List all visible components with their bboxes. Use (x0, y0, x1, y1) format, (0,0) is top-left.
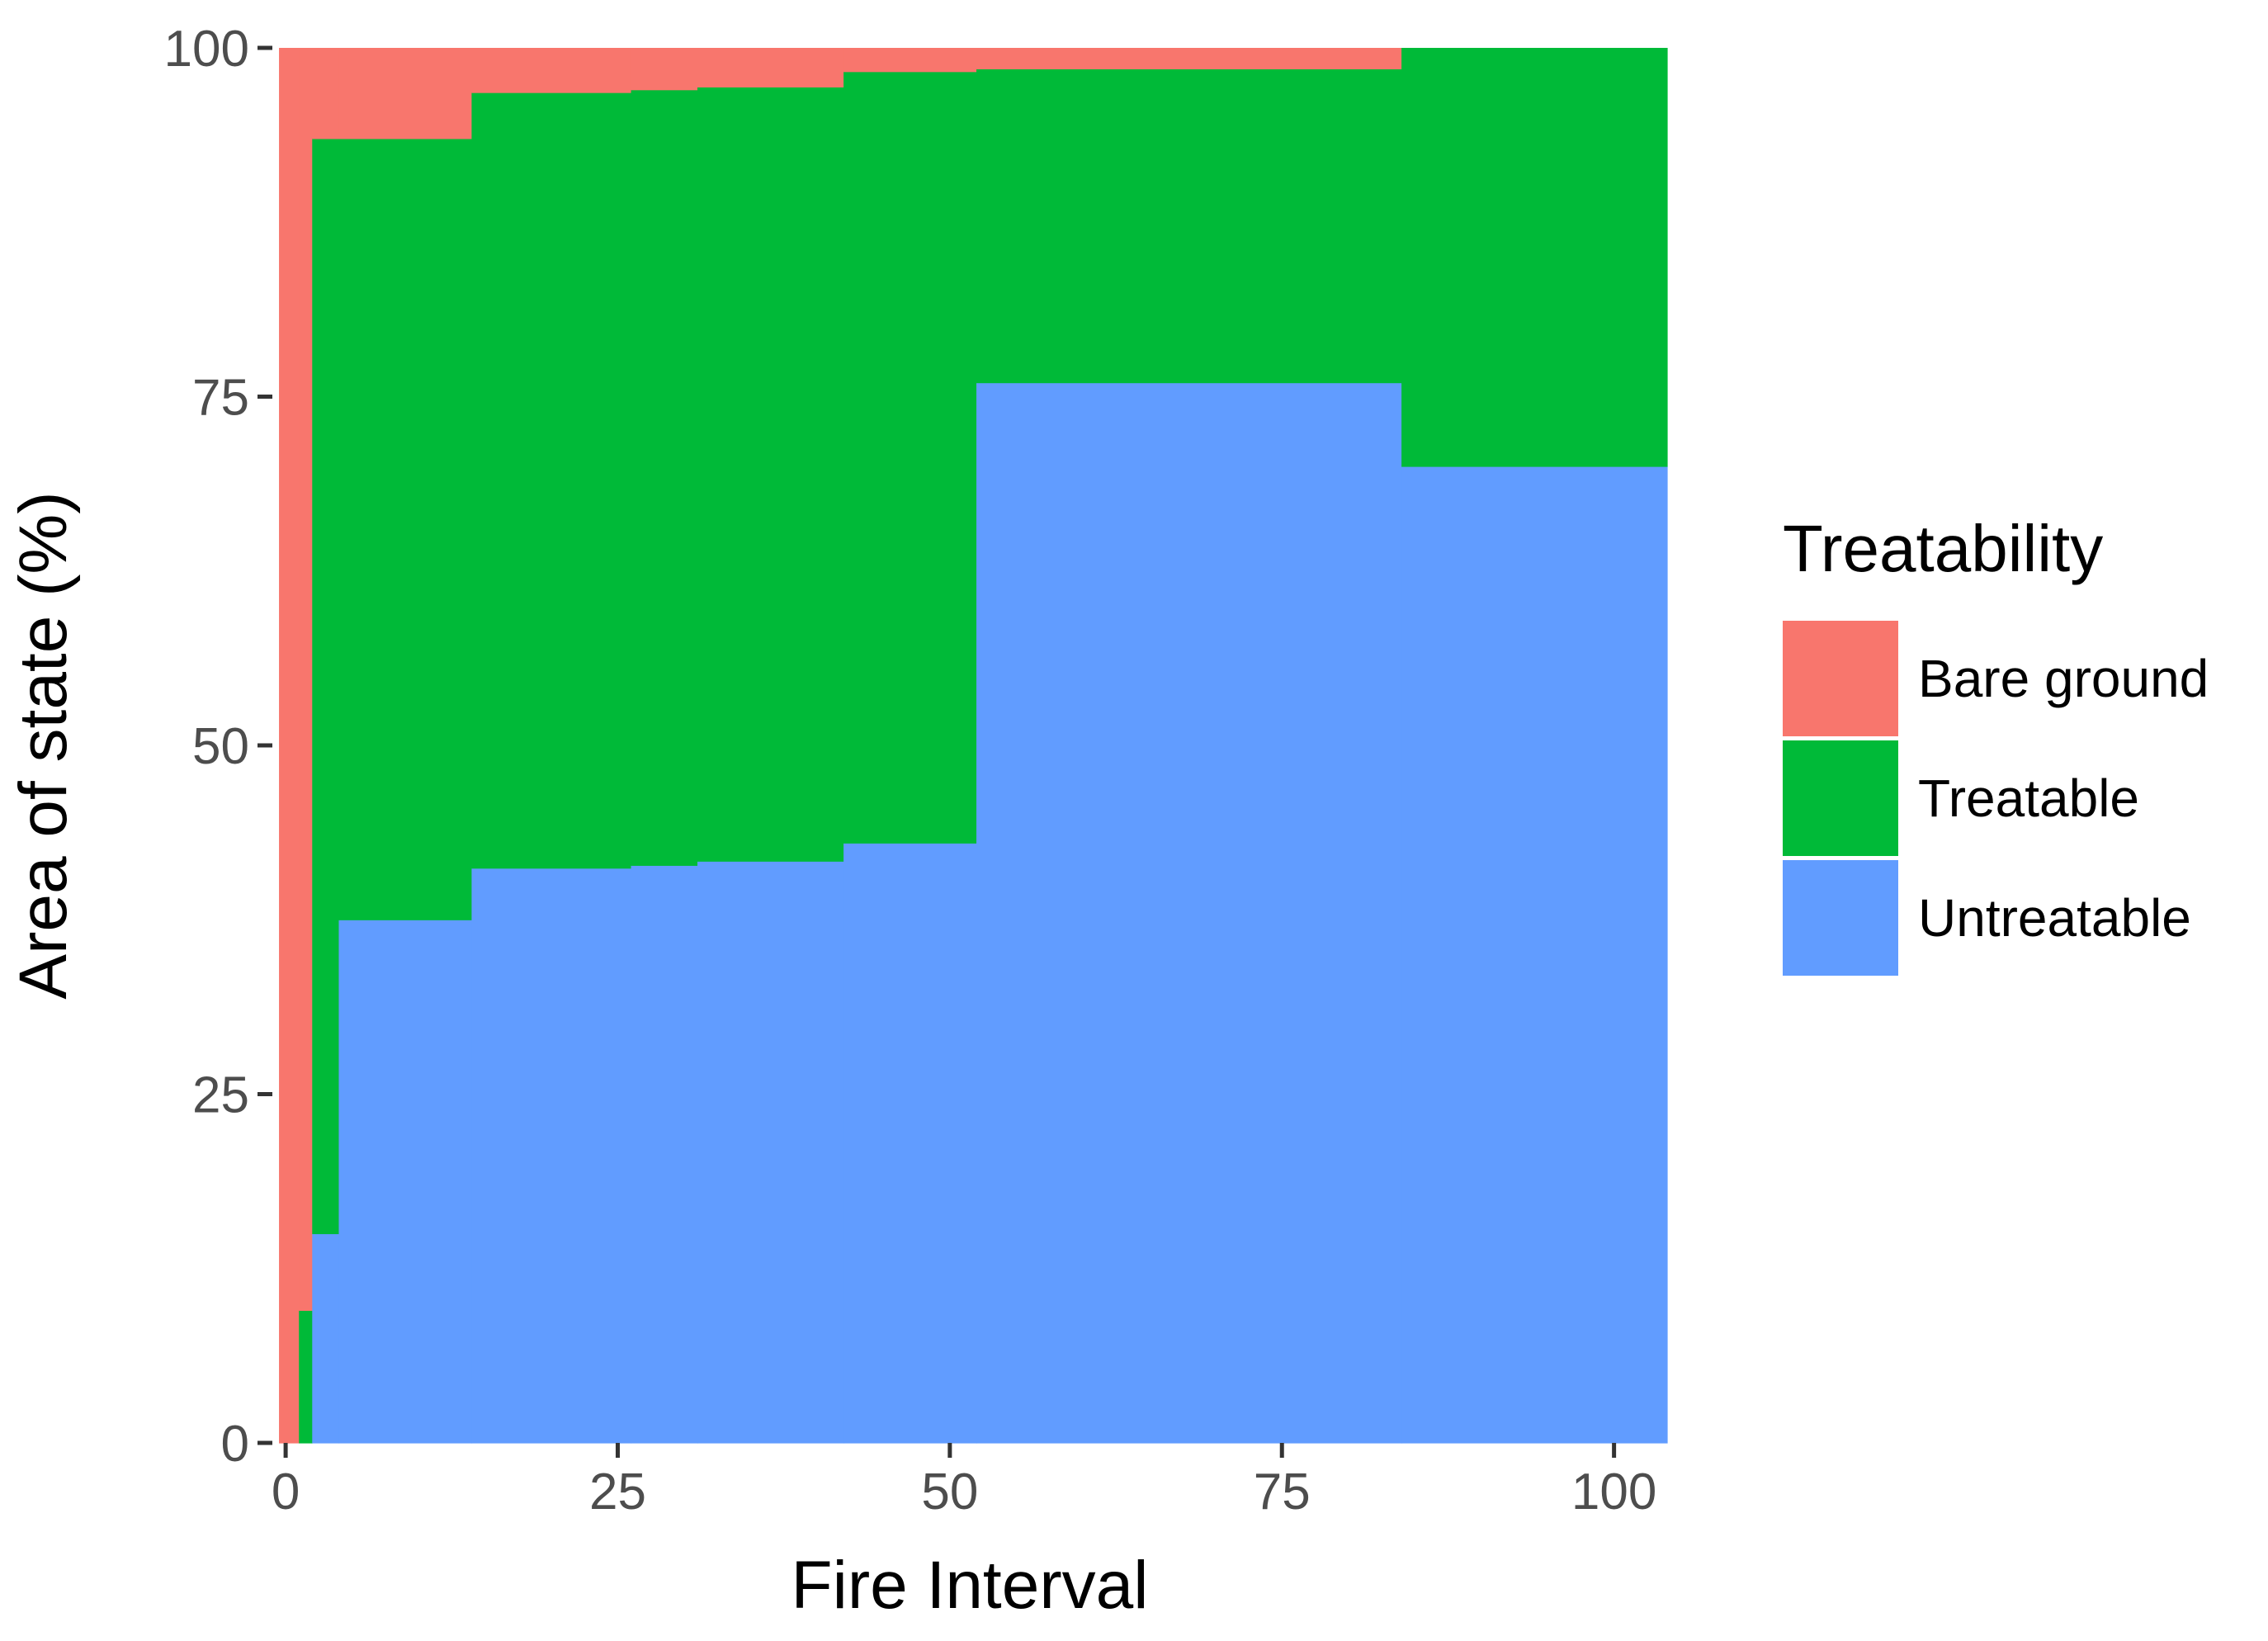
legend: Treatability Bare ground Treatable Untreat… (1783, 512, 2209, 976)
area-segment-bare-ground (843, 48, 977, 73)
legend-key-bare-ground (1783, 621, 1898, 736)
legend-title: Treatability (1783, 512, 2103, 585)
area-segment-bare-ground (976, 48, 1402, 69)
y-tick-label: 25 (192, 1067, 249, 1124)
area-segment-untreatable (312, 1233, 340, 1444)
y-tick-label: 100 (164, 21, 249, 78)
area-segment-untreatable (631, 865, 698, 1444)
area-segment-bare-ground (338, 48, 473, 140)
area-segment-treatable (843, 71, 977, 844)
area-segment-untreatable (1401, 466, 1668, 1444)
x-tick-label: 0 (272, 1464, 300, 1520)
area-segment-bare-ground (697, 48, 844, 87)
area-segment-treatable (631, 89, 698, 866)
area-segment-treatable (1401, 48, 1668, 467)
legend-key-treatable (1783, 740, 1898, 856)
legend-label-untreatable: Untreatable (1918, 888, 2191, 948)
plot-panel (279, 48, 1668, 1444)
area-segment-treatable (338, 138, 473, 920)
area-segment-treatable (299, 1310, 313, 1444)
legend-key-untreatable (1783, 860, 1898, 976)
area-segment-treatable (471, 92, 632, 869)
legend-label-bare-ground: Bare ground (1918, 649, 2209, 708)
area-segment-untreatable (843, 843, 977, 1444)
x-tick-label: 75 (1254, 1464, 1311, 1520)
x-tick-label: 100 (1571, 1464, 1656, 1520)
y-tick-label: 0 (221, 1416, 249, 1473)
area-segment-bare-ground (299, 48, 313, 1312)
area-segment-bare-ground (471, 48, 632, 93)
area-segment-treatable (312, 138, 340, 1235)
area-segment-untreatable (471, 868, 632, 1444)
area-segment-bare-ground (312, 48, 340, 140)
y-axis-title: Area of state (%) (6, 491, 81, 999)
area-segment-treatable (976, 69, 1402, 384)
area-segment-untreatable (338, 920, 473, 1444)
area-segment-treatable (697, 87, 844, 862)
x-tick-label: 50 (921, 1464, 978, 1520)
axes: 0 25 50 75 100 0 25 50 75 100 (164, 21, 1657, 1520)
area-segment-bare-ground (631, 48, 698, 91)
area-segment-untreatable (697, 861, 844, 1444)
y-tick-label: 75 (192, 370, 249, 427)
legend-label-treatable: Treatable (1918, 768, 2139, 828)
area-segment-untreatable (976, 382, 1402, 1444)
x-tick-label: 25 (589, 1464, 646, 1520)
y-tick-label: 50 (192, 718, 249, 775)
area-segment-bare-ground (279, 48, 300, 1444)
x-axis-title: Fire Interval (791, 1548, 1149, 1623)
